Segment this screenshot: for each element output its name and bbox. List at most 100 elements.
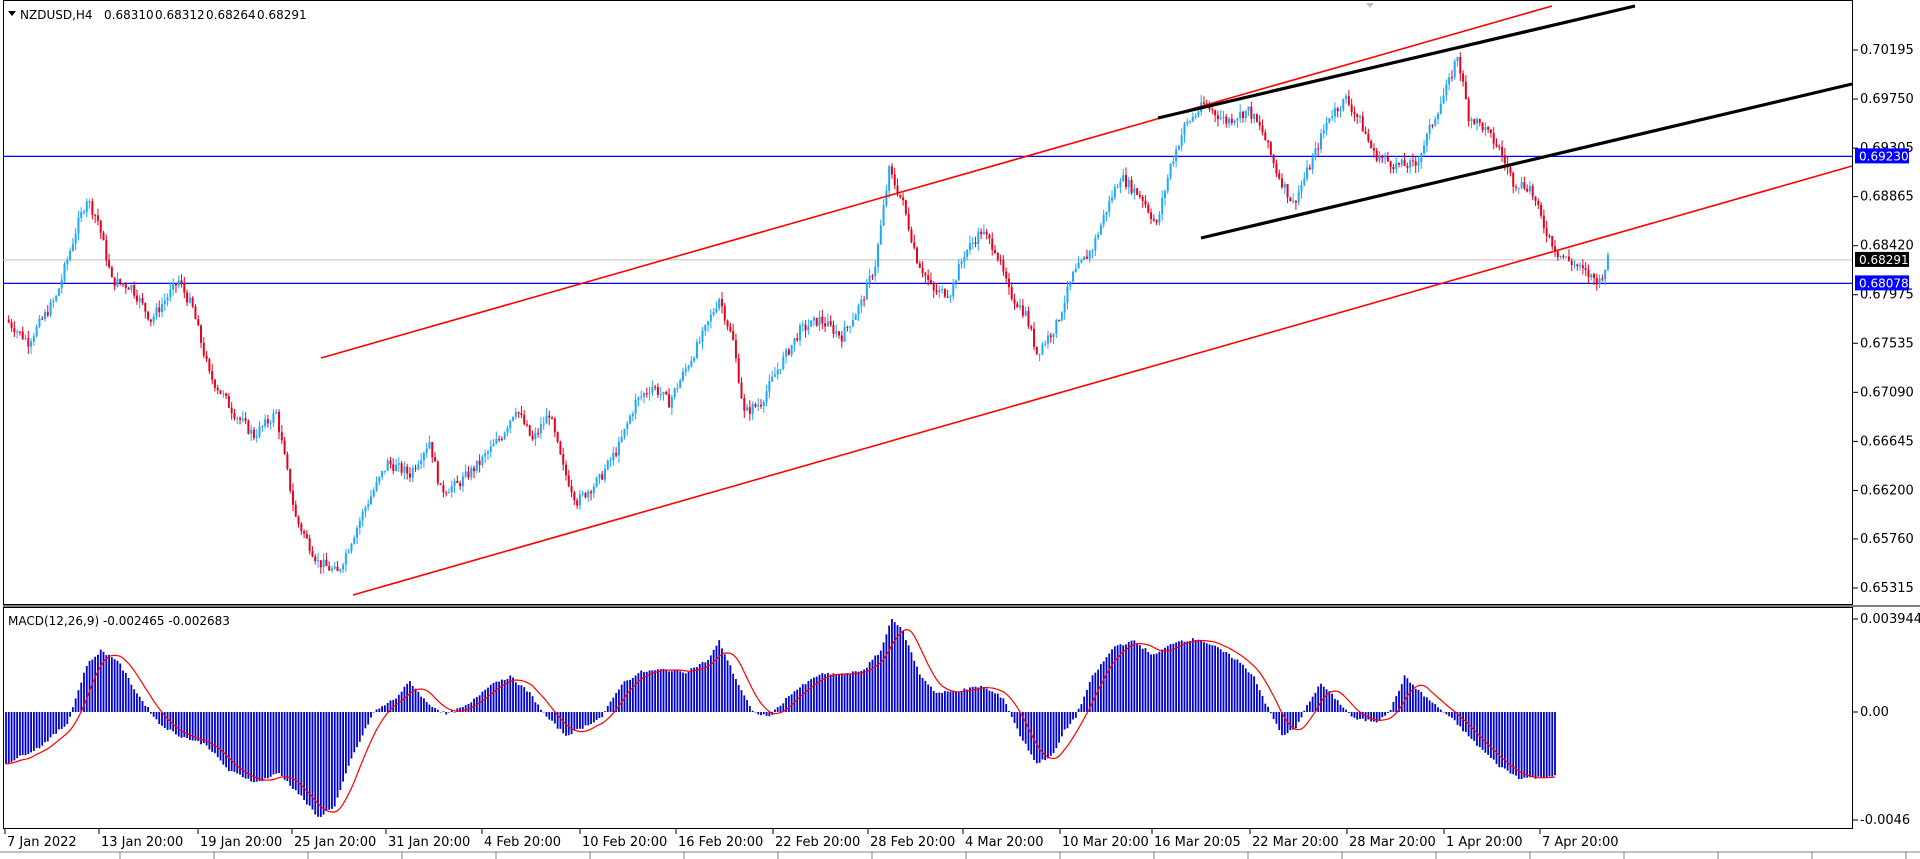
macd-bar <box>1517 712 1520 779</box>
candle <box>1013 293 1016 310</box>
candle <box>996 252 999 262</box>
macd-bar <box>197 712 200 742</box>
macd-bar <box>32 712 35 751</box>
svg-text:0.69230: 0.69230 <box>1859 149 1909 163</box>
macd-bar <box>1250 674 1253 712</box>
macd-bar <box>852 671 854 712</box>
candle <box>1570 258 1573 272</box>
macd-bar <box>498 681 501 712</box>
candle <box>272 409 275 427</box>
candle <box>311 546 314 558</box>
macd-label: MACD(12,26,9) -0.002465 -0.002683 <box>8 614 230 628</box>
candle <box>932 281 935 298</box>
candle <box>564 460 567 481</box>
candle <box>1191 112 1194 123</box>
macd-bar <box>1228 653 1230 712</box>
macd-bar <box>1133 640 1136 712</box>
macd-bar <box>1230 657 1233 712</box>
candle <box>584 492 587 499</box>
candle <box>1133 184 1136 200</box>
candle <box>1239 104 1242 123</box>
macd-bar <box>127 678 130 712</box>
macd-bar <box>1122 645 1125 712</box>
macd-bar <box>1094 672 1097 712</box>
macd-bar <box>311 712 314 810</box>
candle <box>542 416 545 430</box>
candle <box>801 320 804 332</box>
candle <box>1559 255 1562 259</box>
macd-bar <box>721 648 723 712</box>
chart-menu-triangle-icon[interactable] <box>8 11 16 16</box>
candle <box>626 420 629 436</box>
trend-channels[interactable] <box>320 4 1853 596</box>
candle <box>659 387 662 401</box>
macd-bar <box>1373 712 1375 722</box>
candle <box>1398 162 1400 168</box>
candle <box>924 271 927 283</box>
macd-bar <box>333 712 336 807</box>
candle <box>1565 256 1568 258</box>
black-channel-lower-line[interactable] <box>1200 82 1853 240</box>
candle <box>1328 118 1331 124</box>
macd-bar <box>726 660 729 712</box>
candle <box>1358 114 1361 124</box>
macd-bar <box>760 712 762 716</box>
candle <box>968 235 971 255</box>
macd-bar <box>35 712 38 748</box>
macd-bar <box>58 712 60 730</box>
candle <box>539 417 542 439</box>
candle <box>1537 198 1540 210</box>
candle <box>333 561 336 570</box>
candle <box>1163 189 1166 206</box>
main-panel-border <box>3 0 1853 605</box>
candle <box>1317 142 1320 157</box>
macd-bar <box>846 673 849 712</box>
macd-bar <box>180 712 183 738</box>
macd-bar <box>863 669 865 712</box>
macd-bar <box>1069 712 1072 724</box>
candle <box>1331 109 1334 122</box>
macd-bar <box>520 685 523 712</box>
red-channel-upper-line[interactable] <box>320 5 1553 359</box>
scroll-marker-icon[interactable] <box>1366 3 1374 8</box>
candle <box>94 214 97 224</box>
candle <box>1300 180 1303 199</box>
macd-bar <box>1033 712 1035 760</box>
macd-bar <box>528 692 531 712</box>
macd-bar <box>1239 662 1242 712</box>
candle <box>656 383 659 398</box>
candle <box>478 454 481 473</box>
red-channel-lower-line[interactable] <box>352 165 1853 596</box>
candle <box>1411 153 1414 167</box>
candle <box>1225 113 1228 128</box>
macd-bar <box>462 707 464 712</box>
macd-bar <box>46 712 49 742</box>
macd-bar <box>768 712 771 717</box>
macd-bar <box>1317 686 1320 712</box>
macd-bar <box>687 671 690 712</box>
candle <box>445 490 448 497</box>
macd-bar <box>364 712 367 729</box>
candle <box>910 226 913 244</box>
candle <box>832 320 835 338</box>
macd-bar <box>136 693 138 712</box>
price-axis[interactable]: 0.701950.697500.693050.688650.684200.679… <box>1860 43 1914 596</box>
macd-bar <box>1194 639 1197 712</box>
time-axis[interactable]: 7 Jan 2022 13 Jan 20:00 19 Jan 20:00 25 Jan… <box>7 835 1619 850</box>
candle <box>375 476 378 493</box>
macd-bar <box>105 655 108 712</box>
macd-bar <box>445 712 448 715</box>
macd-bar <box>1551 712 1554 777</box>
macd-bar <box>1244 668 1247 712</box>
candle <box>35 324 38 338</box>
macd-bar <box>526 691 528 712</box>
macd-bar <box>1253 676 1256 712</box>
black-channel-upper-line[interactable] <box>1157 4 1636 120</box>
candle <box>1278 169 1281 181</box>
candle <box>1002 255 1005 277</box>
candle <box>464 464 467 479</box>
candle <box>863 295 866 307</box>
candle <box>642 391 645 404</box>
macd-bar <box>523 687 526 712</box>
